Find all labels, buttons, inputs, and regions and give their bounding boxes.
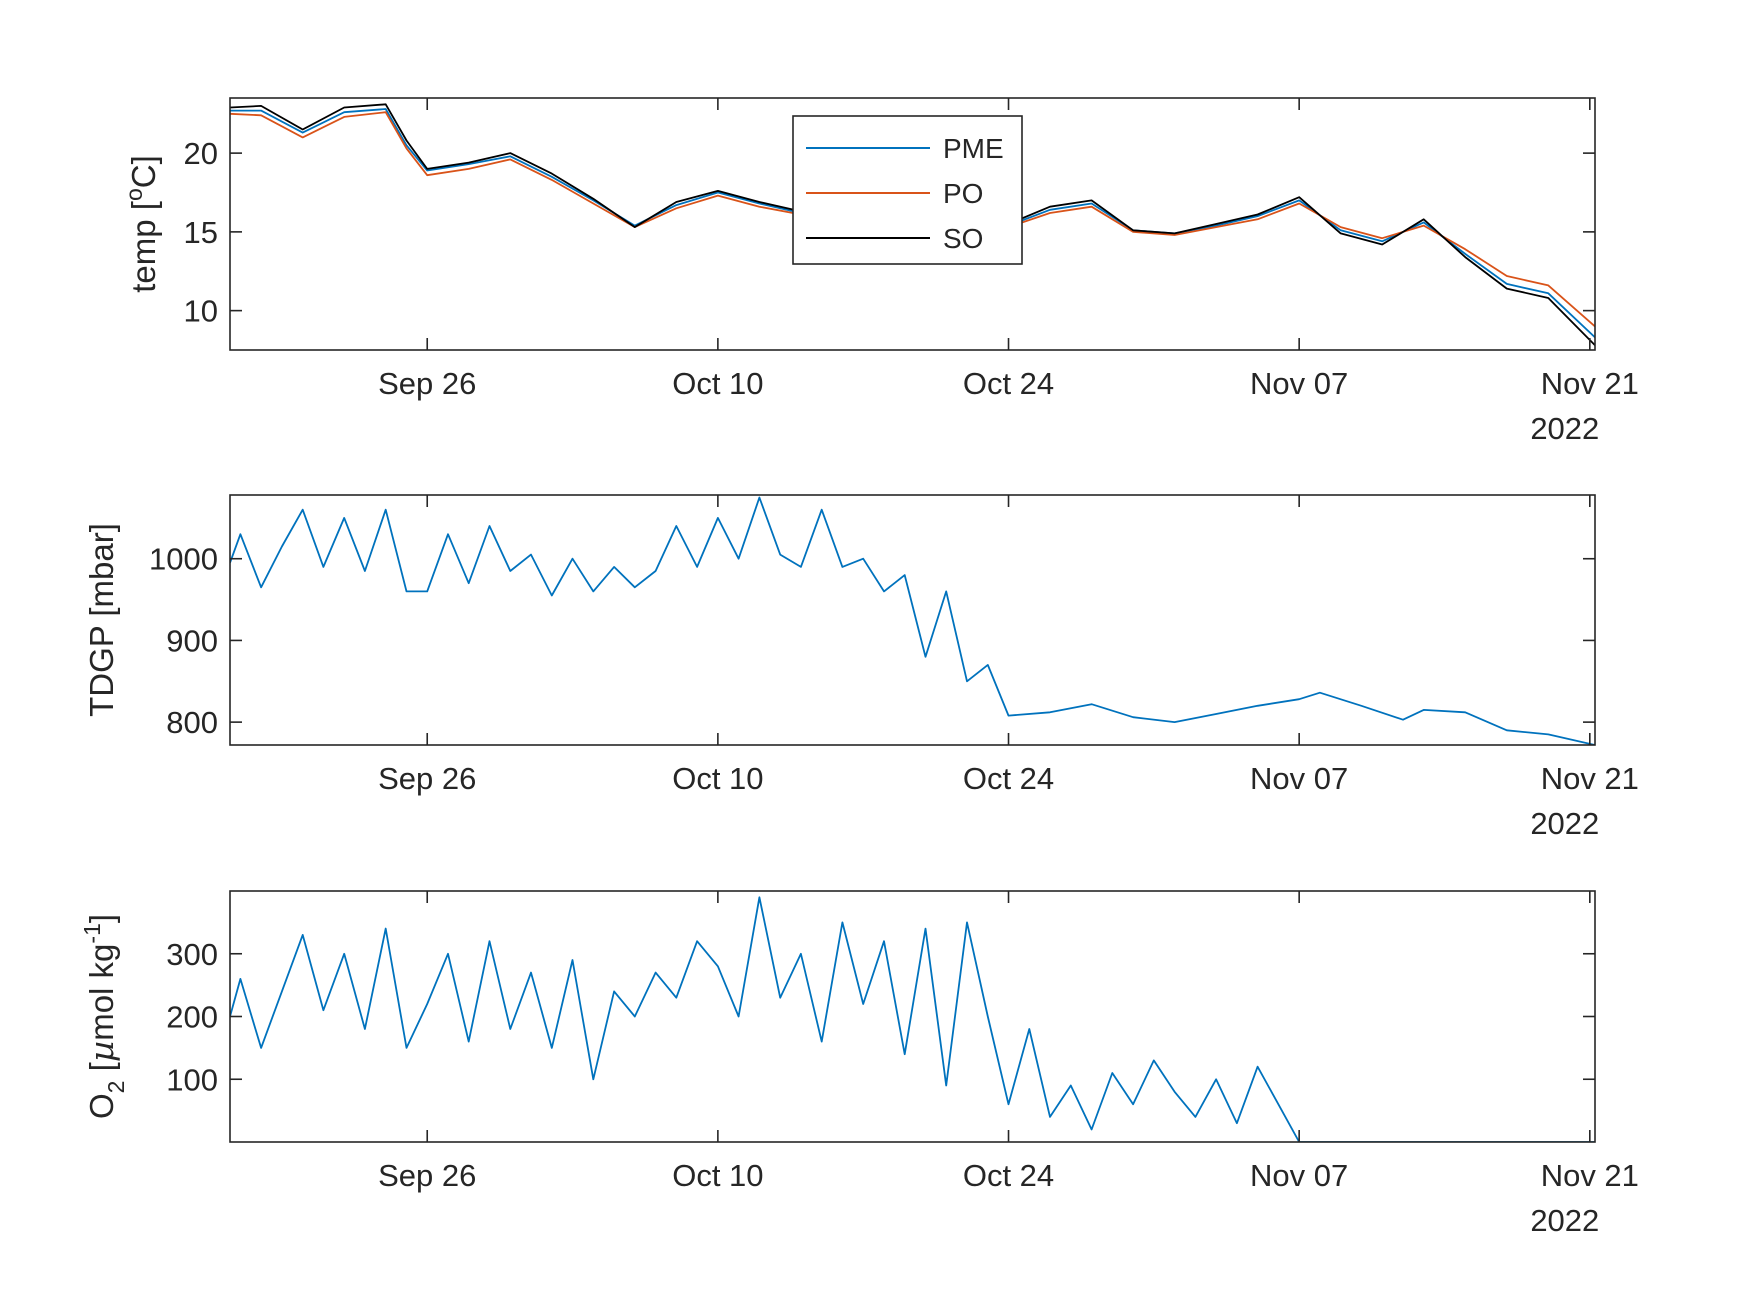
y-tick-label: 800 (166, 705, 218, 740)
legend-box (792, 115, 1023, 265)
legend-label-pme: PME (943, 133, 1004, 164)
x-tick-label: Nov 21 (1541, 366, 1639, 401)
oxygen-panel: Sep 26 Oct 10 Oct 24 Nov 07 Nov 21 2022 100 200… (79, 890, 1639, 1238)
x-tick-label: Oct 24 (963, 761, 1054, 796)
axes-frame (229, 494, 1596, 746)
tdgp-panel: Sep 26 Oct 10 Oct 24 Nov 07 Nov 21 2022 800 900… (83, 494, 1639, 841)
x-tick-label: Nov 21 (1541, 761, 1639, 796)
y-axis-label: TDGP [mbar] (83, 523, 120, 717)
axes-frame (229, 97, 1596, 351)
y-tick-label: 1000 (149, 542, 218, 577)
x-tick-label: Oct 10 (672, 366, 763, 401)
y-tick-label: 100 (166, 1062, 218, 1097)
y-tick-label: 10 (184, 294, 218, 329)
x-year-label: 2022 (1530, 1203, 1599, 1238)
temperature-panel: Sep 26 Oct 10 Oct 24 Nov 07 Nov 21 2022 10 15 20… (121, 97, 1639, 446)
x-tick-label: Sep 26 (378, 761, 476, 796)
legend: PME PO SO (792, 115, 1023, 265)
x-tick-label: Sep 26 (378, 366, 476, 401)
y-tick-label: 20 (184, 136, 218, 171)
x-tick-label: Nov 21 (1541, 1158, 1639, 1193)
y-tick-label: 900 (166, 623, 218, 658)
x-tick-label: Nov 07 (1250, 761, 1348, 796)
x-tick-label: Sep 26 (378, 1158, 476, 1193)
x-year-label: 2022 (1530, 411, 1599, 446)
x-tick-label: Nov 07 (1250, 1158, 1348, 1193)
x-tick-label: Oct 24 (963, 1158, 1054, 1193)
x-tick-label: Nov 07 (1250, 366, 1348, 401)
y-axis-label: temp [oC] (121, 155, 162, 293)
series-line-oxygen-0 (230, 896, 1595, 1142)
x-tick-label: Oct 10 (672, 761, 763, 796)
x-tick-label: Oct 24 (963, 366, 1054, 401)
x-year-label: 2022 (1530, 806, 1599, 841)
legend-label-po: PO (943, 178, 983, 209)
x-tick-label: Oct 10 (672, 1158, 763, 1193)
y-axis-label: O2 [µmol kg-1] (79, 914, 129, 1119)
y-tick-label: 200 (166, 1000, 218, 1035)
series-line-tdgp-0 (230, 496, 1595, 745)
y-tick-label: 15 (184, 215, 218, 250)
y-tick-label: 300 (166, 937, 218, 972)
legend-label-so: SO (943, 223, 983, 254)
